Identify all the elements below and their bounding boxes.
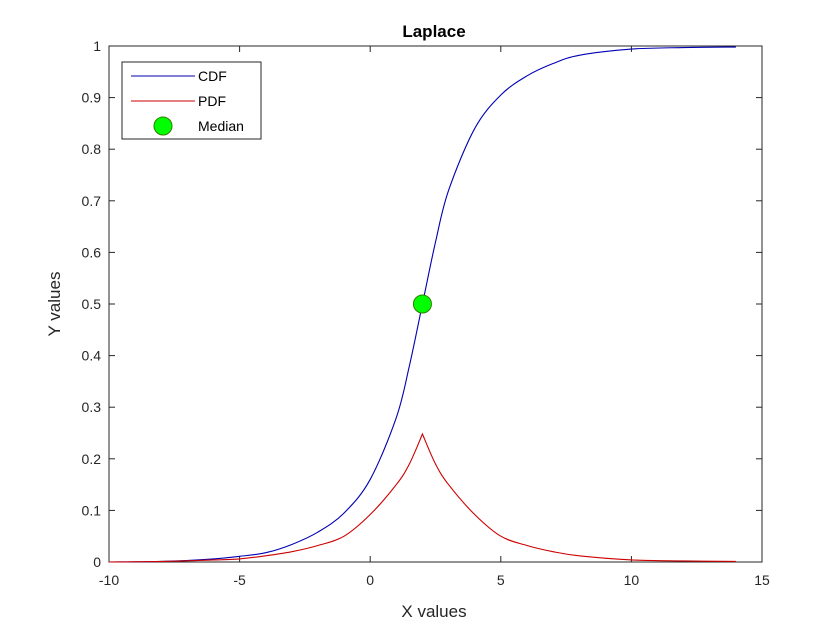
y-tick-label: 1 [93,38,101,54]
y-tick-label: 0.4 [82,348,102,364]
y-tick-label: 0.6 [82,244,102,260]
y-tick-label: 0.5 [82,296,102,312]
x-tick-label: 15 [754,572,770,588]
x-tick-label: 0 [366,572,374,588]
y-tick-label: 0 [93,554,101,570]
legend-label-cdf: CDF [198,68,227,84]
y-tick-label: 0.3 [82,399,102,415]
legend-swatch-median [153,116,173,136]
x-tick-label: 10 [624,572,640,588]
chart-title: Laplace [402,22,465,41]
y-axis-title: Y values [45,272,64,337]
median-marker [412,294,432,314]
x-axis-title: X values [401,602,466,621]
series-line-cdf [108,46,736,563]
series-line-pdf [108,432,736,563]
y-tick-label: 0.7 [82,193,102,209]
x-tick-label: -10 [99,572,119,588]
legend: CDF PDF Median [121,61,262,140]
x-tick-label: -5 [233,572,246,588]
y-tick-label: 0.1 [82,502,102,518]
legend-label-median: Median [198,118,244,134]
legend-label-pdf: PDF [198,93,226,109]
y-tick-label: 0.2 [82,451,102,467]
plot-area: -10 -5 0 5 10 15 0 0.1 0.2 0.3 0.4 0.5 0.6 0.7 0.8 0.9 1 [82,38,770,588]
y-tick-label: 0.8 [82,141,102,157]
y-tick-label: 0.9 [82,90,102,106]
x-tick-label: 5 [497,572,505,588]
